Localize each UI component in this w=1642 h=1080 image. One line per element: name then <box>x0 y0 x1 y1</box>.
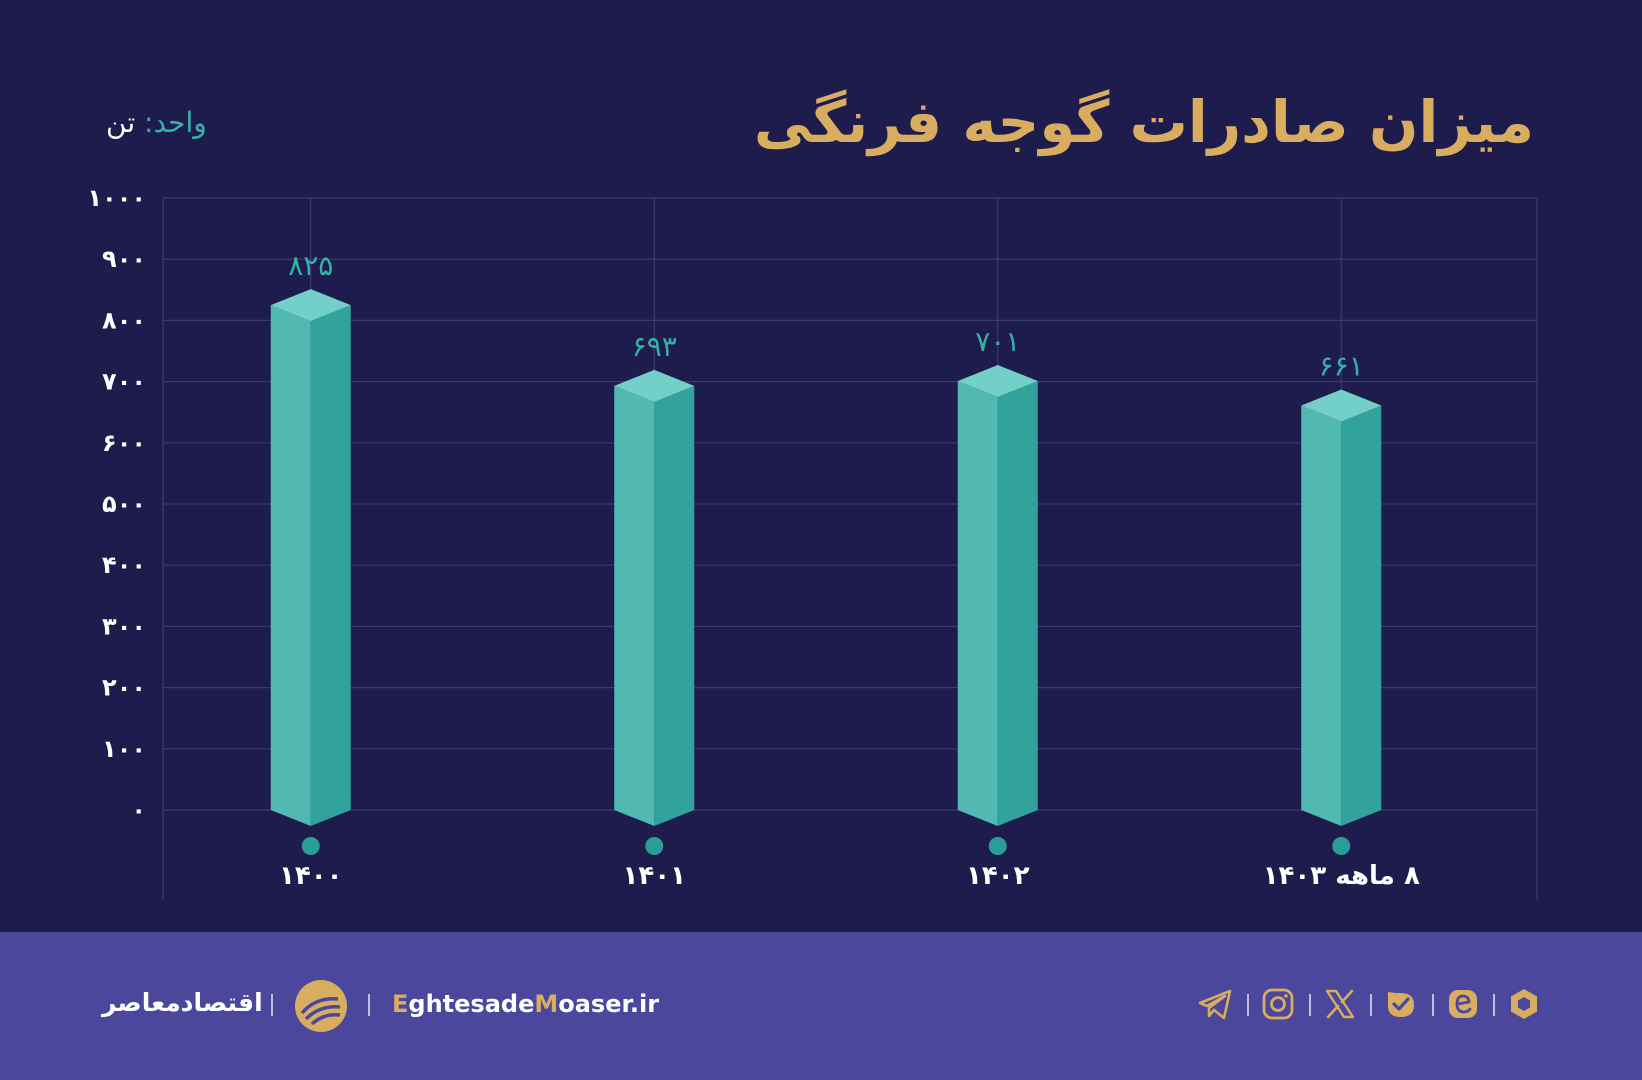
y-tick-label: ۱۰۰۰ <box>87 184 146 212</box>
footer-bar <box>0 932 1642 1080</box>
social-divider <box>1370 994 1372 1016</box>
site-initial-e: E <box>392 990 409 1018</box>
category-marker <box>1332 837 1351 855</box>
telegram-icon[interactable] <box>1197 986 1233 1022</box>
y-tick-label: ۴۰۰ <box>102 551 146 579</box>
bar-top-face <box>957 364 1038 397</box>
y-tick-label: ۵۰۰ <box>102 490 146 518</box>
bar-top-face <box>1301 389 1382 422</box>
y-tick-label: ۲۰۰ <box>102 674 146 702</box>
x-tick-label: ۸ ماهه ۱۴۰۳ <box>1263 861 1420 891</box>
category-marker <box>301 837 320 855</box>
y-tick-label: ۷۰۰ <box>102 368 146 396</box>
social-divider <box>1432 994 1434 1016</box>
x-icon[interactable] <box>1322 986 1358 1022</box>
bar-left-face <box>957 380 998 826</box>
bar-left-face <box>1301 405 1342 826</box>
unit-label: واحد: تن <box>106 106 207 139</box>
chart-title: میزان صادرات گوجه فرنگی <box>753 88 1535 156</box>
y-tick-label: ۹۰۰ <box>102 245 146 273</box>
brand-logo-icon <box>295 980 347 1032</box>
social-divider <box>1247 994 1249 1016</box>
bar-value-label: ۸۲۵ <box>288 249 333 282</box>
bar-value-label: ۶۶۱ <box>1319 349 1364 382</box>
bar-top-face <box>270 289 351 322</box>
bar-right-face <box>997 380 1038 826</box>
site-text-part2: oaser.ir <box>558 990 660 1018</box>
site-text-part1: ghtesade <box>408 990 535 1018</box>
y-tick-label: ۶۰۰ <box>102 429 146 457</box>
website-link[interactable]: EghtesadeMoaser.ir <box>392 990 659 1018</box>
social-divider <box>1493 994 1495 1016</box>
bar-right-face <box>310 305 351 827</box>
instagram-icon[interactable] <box>1260 986 1296 1022</box>
bar-top-face <box>614 369 695 402</box>
bar-left-face <box>270 305 311 827</box>
category-marker <box>645 837 664 855</box>
unit-caption: واحد: <box>144 106 207 139</box>
unit-value: تن <box>106 106 136 139</box>
site-initial-m: M <box>534 990 559 1018</box>
x-tick-label: ۱۴۰۲ <box>966 861 1030 891</box>
bar-value-label: ۶۹۳ <box>632 330 677 363</box>
social-divider <box>1309 994 1311 1016</box>
y-tick-label: ۱۰۰ <box>102 735 146 763</box>
rubika-icon[interactable] <box>1506 986 1542 1022</box>
bar-value-label: ۷۰۱ <box>975 325 1020 358</box>
footer-divider <box>368 994 370 1016</box>
brand-name: اقتصادمعاصر <box>102 988 263 1017</box>
y-tick-label: ۸۰۰ <box>102 306 146 334</box>
x-tick-label: ۱۴۰۱ <box>623 861 686 891</box>
y-tick-label: ۰ <box>131 796 146 824</box>
footer-divider <box>271 994 273 1016</box>
bar-right-face <box>1341 405 1382 826</box>
bar-chart: ۰ ۱۰۰ ۲۰۰ ۳۰۰ ۴۰۰ ۵۰۰ ۶۰۰ ۷۰۰ ۸۰۰ ۹۰۰ ۱۰۰۰ ۸۲۵ ۱۴۰۰ ۶… <box>87 184 1538 900</box>
x-tick-label: ۱۴۰۰ <box>279 861 342 891</box>
bar-right-face <box>654 385 695 826</box>
bale-icon[interactable] <box>1383 986 1419 1022</box>
category-marker <box>988 837 1007 855</box>
y-tick-label: ۳۰۰ <box>102 612 146 640</box>
bar-left-face <box>614 385 655 826</box>
eitaa-icon[interactable] <box>1445 986 1481 1022</box>
